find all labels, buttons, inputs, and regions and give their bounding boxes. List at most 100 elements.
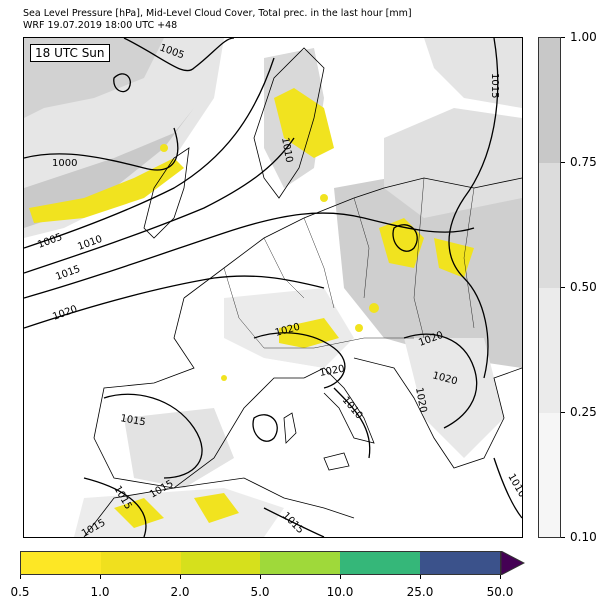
precip-band-0.5-1 — [21, 552, 101, 574]
coast-sardinia — [283, 412, 297, 444]
isobar-1010-italy — [333, 387, 371, 459]
precip-tick — [20, 575, 21, 579]
coast-british-isles — [143, 147, 190, 239]
precip-area-alps — [279, 318, 339, 348]
precip-band-10-25 — [340, 552, 421, 574]
precip-tick — [500, 575, 501, 579]
isobar-1015-africa — [263, 507, 325, 537]
cloud-area-north-east — [424, 38, 522, 108]
cloud-tick-label: 0.25 — [570, 405, 597, 419]
isobar-label: 1000 — [52, 158, 77, 169]
border — [463, 187, 475, 329]
cloud-band-010-025 — [539, 413, 560, 537]
precip-cell — [355, 324, 363, 332]
isobar-label: 1015 — [280, 510, 306, 536]
isobar-label: 1015 — [54, 264, 82, 283]
cloud-tick — [561, 412, 565, 413]
isobar-label: 1015 — [119, 413, 146, 428]
precip-tick — [340, 575, 341, 579]
isobar-1015-east — [448, 38, 499, 379]
isobar-1020-balkan — [403, 333, 478, 429]
cloud-tick-label: 0.50 — [570, 280, 597, 294]
precip-tick-label: 25.0 — [406, 585, 434, 599]
precip-band-2-5 — [180, 552, 261, 574]
isobar-label: 1020 — [319, 364, 346, 379]
border — [413, 177, 425, 339]
isobar-1005 — [24, 57, 275, 249]
isobar-1010-east — [493, 457, 522, 519]
isobar-label: 1010 — [76, 234, 104, 253]
forecast-time-label: 18 UTC Sun — [30, 44, 110, 62]
cloud-area-africa — [74, 488, 284, 537]
border — [263, 237, 305, 299]
cloud-area-atlantic-dense — [24, 108, 194, 228]
isobar-label: 1020 — [413, 387, 428, 414]
isobar-label: 1010 — [279, 137, 294, 164]
border — [303, 217, 335, 309]
cloud-area-balkans — [404, 338, 504, 458]
isobar-low-cell-2 — [392, 224, 418, 252]
precipitation-colorbar — [20, 551, 501, 575]
isobar-low-cell — [113, 73, 131, 93]
isobar-layer — [24, 38, 522, 537]
precip-cell — [221, 375, 227, 381]
cloud-area-baltic — [384, 108, 522, 218]
cloud-area-iberia — [124, 408, 234, 488]
precip-tick-label: 0.5 — [10, 585, 30, 599]
isobar-1020-alps — [253, 332, 346, 389]
precipitation-layer — [29, 88, 474, 528]
precip-tick-label: 5.0 — [250, 585, 270, 599]
weather-map: 1005 1000 1005 1010 1015 1020 1010 1015 … — [23, 37, 523, 538]
colorbar-extend-arrow — [501, 551, 525, 575]
precip-band-1-2 — [100, 552, 181, 574]
cloud-band-075-100 — [539, 38, 560, 163]
cloud-tick-label: 0.10 — [570, 530, 597, 544]
cloud-tick-label: 1.00 — [570, 30, 597, 44]
chart-title: Sea Level Pressure [hPa], Mid-Level Clou… — [23, 8, 412, 19]
precip-cell — [160, 144, 168, 152]
cloud-tick — [561, 287, 565, 288]
isobar-high-cell — [252, 414, 278, 442]
coast-africa — [83, 477, 355, 537]
precip-tick — [100, 575, 101, 579]
precip-area-atlantic — [29, 158, 184, 223]
coast-scandinavia — [253, 47, 325, 199]
isobar-1015-med — [83, 477, 147, 537]
cloud-cover-colorbar — [538, 37, 561, 538]
precip-band-25-50 — [420, 552, 500, 574]
isobar-1015 — [24, 212, 475, 299]
coast-italy — [303, 367, 375, 444]
isobar-1015-iberia — [103, 393, 203, 479]
cloud-area-east — [334, 168, 522, 368]
border — [353, 197, 370, 299]
precip-area-east — [434, 238, 474, 278]
precip-tick-label: 2.0 — [170, 585, 190, 599]
precip-area-africa — [114, 498, 164, 528]
cloud-band-050-075 — [539, 163, 560, 288]
coast-france-iberia — [93, 297, 304, 489]
precip-area-poland — [379, 218, 424, 268]
precip-cell — [320, 194, 328, 202]
precip-tick — [260, 575, 261, 579]
coast-balkans — [353, 357, 522, 469]
precip-tick-label: 10.0 — [326, 585, 354, 599]
cloud-tick — [561, 162, 565, 163]
border — [264, 337, 414, 349]
isobar-label: 1020 — [51, 304, 79, 323]
precip-tick — [180, 575, 181, 579]
cloud-band-025-050 — [539, 288, 560, 413]
precip-tick — [420, 575, 421, 579]
precip-tick-label: 1.0 — [90, 585, 110, 599]
coast-sicily — [323, 452, 350, 471]
cloud-cover-layer — [24, 38, 522, 537]
isobar-1000 — [24, 127, 179, 171]
isobar-label: 1015 — [489, 73, 500, 98]
precip-band-5-10 — [260, 552, 341, 574]
precip-area-scandinavia — [274, 88, 334, 158]
isobar-1005-north — [123, 38, 235, 72]
cloud-tick — [561, 537, 565, 538]
isobar-label: 1005 — [36, 232, 64, 251]
border-layer — [223, 177, 475, 349]
isobar-1020 — [24, 275, 325, 329]
cloud-tick — [561, 37, 565, 38]
